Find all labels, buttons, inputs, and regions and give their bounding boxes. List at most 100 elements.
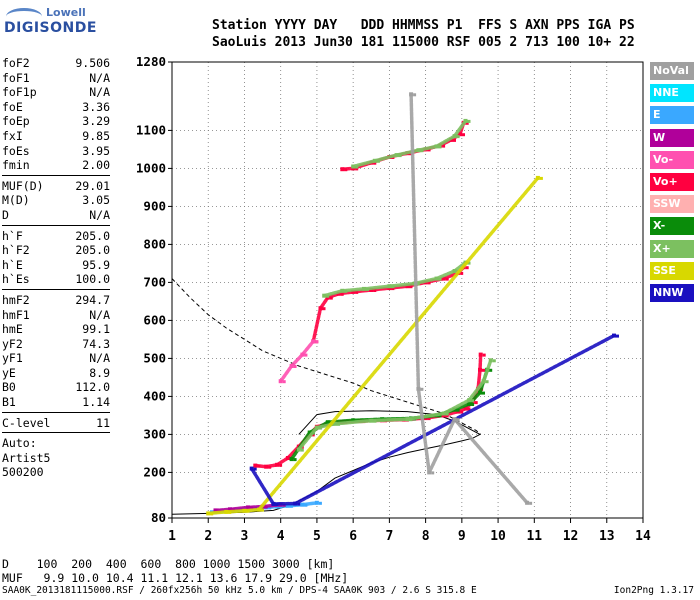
param-row: C-level 11 bbox=[2, 416, 110, 431]
y-tick-label: 200 bbox=[143, 464, 166, 479]
param-row: h`Es 100.0 bbox=[2, 272, 110, 287]
logo-digisonde: DIGISONDE bbox=[4, 20, 97, 36]
param-row: h`F2 205.0 bbox=[2, 243, 110, 258]
echo-point bbox=[471, 399, 475, 403]
x-tick-label: 1 bbox=[168, 529, 176, 544]
echo-trace bbox=[340, 121, 466, 171]
param-value: 100.0 bbox=[75, 272, 110, 287]
echo-trace bbox=[249, 333, 616, 506]
param-value: 205.0 bbox=[75, 228, 110, 243]
echo-point bbox=[539, 176, 543, 180]
legend-item-x-: X+ bbox=[650, 239, 694, 258]
y-tick-label: 700 bbox=[143, 274, 166, 289]
x-tick-label: 12 bbox=[563, 529, 579, 544]
param-value: 29.01 bbox=[75, 178, 110, 193]
legend: NoVal NNE E W Vo- Vo+ SSW X- X+ SSE NNW bbox=[650, 62, 694, 306]
echo-point bbox=[293, 458, 297, 462]
param-name: hmF1 bbox=[2, 307, 30, 322]
auto-scaling-info: 500200 bbox=[2, 465, 44, 480]
param-row: yF1 N/A bbox=[2, 351, 110, 366]
echo-point bbox=[482, 391, 485, 395]
param-row: B1 1.14 bbox=[2, 395, 110, 410]
echo-trace bbox=[206, 176, 540, 516]
echo-point bbox=[322, 307, 326, 311]
param-row: B0 112.0 bbox=[2, 380, 110, 395]
echo-point bbox=[465, 266, 469, 270]
echo-point bbox=[485, 380, 489, 384]
param-row: foF2 9.506 bbox=[2, 56, 110, 71]
param-value: 3.95 bbox=[82, 143, 110, 158]
echo-point bbox=[456, 408, 460, 412]
echo-trace bbox=[213, 502, 283, 513]
echo-point bbox=[492, 359, 496, 363]
y-tick-label: 600 bbox=[143, 312, 166, 327]
param-name: B0 bbox=[2, 380, 16, 395]
param-value: 3.36 bbox=[82, 99, 110, 114]
echo-point bbox=[456, 135, 460, 139]
legend-item-nne: NNE bbox=[650, 84, 694, 103]
param-row: hmF2 294.7 bbox=[2, 293, 110, 308]
header-values: SaoLuis 2013 Jun30 181 115000 RSF 005 2 … bbox=[212, 35, 635, 50]
param-name: MUF(D) bbox=[2, 178, 44, 193]
param-name: foF1 bbox=[2, 70, 30, 85]
echo-point bbox=[467, 407, 471, 411]
echo-point bbox=[467, 119, 471, 123]
param-name: hmE bbox=[2, 322, 23, 337]
param-separator bbox=[2, 411, 110, 413]
echo-trace bbox=[322, 260, 468, 298]
echo-trace bbox=[311, 265, 466, 344]
legend-item-vo-: Vo- bbox=[650, 150, 694, 169]
param-name: foEp bbox=[2, 114, 30, 129]
legend-item-vo-: Vo+ bbox=[650, 172, 694, 191]
param-row: h`E 95.9 bbox=[2, 258, 110, 273]
x-tick-label: 6 bbox=[349, 529, 357, 544]
param-value: 8.9 bbox=[89, 365, 110, 380]
y-tick-label: 1280 bbox=[136, 54, 166, 69]
legend-item-nnw: NNW bbox=[650, 283, 694, 302]
param-row: hmF1 N/A bbox=[2, 308, 110, 323]
legend-item-x-: X- bbox=[650, 217, 694, 236]
echo-trace bbox=[278, 339, 316, 383]
version-label: Ion2Png 1.3.17 bbox=[613, 585, 694, 596]
y-tick-label: 500 bbox=[143, 350, 166, 365]
legend-item-w: W bbox=[650, 128, 694, 147]
param-name: h`E bbox=[2, 257, 23, 272]
legend-item-sse: SSE bbox=[650, 261, 694, 280]
echo-point bbox=[282, 380, 286, 384]
legend-item-e: E bbox=[650, 106, 694, 125]
param-name: yF2 bbox=[2, 336, 23, 351]
param-row: yE 8.9 bbox=[2, 366, 110, 381]
param-value: 74.3 bbox=[82, 336, 110, 351]
param-name: yE bbox=[2, 365, 16, 380]
echo-point bbox=[474, 401, 478, 405]
param-value: 112.0 bbox=[75, 380, 110, 395]
logo-arc-icon bbox=[6, 8, 42, 25]
distance-row: D 100 200 400 600 800 1000 1500 3000 [km… bbox=[2, 557, 335, 571]
auto-scaling-info: Artist5 bbox=[2, 450, 51, 465]
echo-point bbox=[413, 93, 417, 97]
echo-point bbox=[431, 471, 435, 475]
echo-point bbox=[453, 138, 456, 142]
x-tick-label: 8 bbox=[422, 529, 430, 544]
auto-scaling-info: Auto: bbox=[2, 436, 37, 451]
param-value: 294.7 bbox=[75, 292, 110, 307]
param-value: 99.1 bbox=[82, 322, 110, 337]
param-value: N/A bbox=[89, 307, 110, 322]
echo-point bbox=[465, 121, 469, 125]
digisonde-logo: Lowell DIGISONDE bbox=[4, 6, 97, 40]
echo-point bbox=[318, 501, 322, 505]
param-name: fmin bbox=[2, 158, 30, 173]
param-row: h`F 205.0 bbox=[2, 229, 110, 244]
footer-info: SAA0K_2013181115000.RSF / 260fx256h 50 k… bbox=[2, 585, 477, 596]
param-value: 1.14 bbox=[82, 395, 110, 410]
param-name: h`F2 bbox=[2, 243, 30, 258]
echo-point bbox=[300, 448, 304, 452]
param-name: foF2 bbox=[2, 56, 30, 70]
param-row: foF1 N/A bbox=[2, 71, 110, 86]
param-value: N/A bbox=[89, 70, 110, 85]
echo-point bbox=[460, 271, 464, 275]
param-name: foF1p bbox=[2, 85, 37, 100]
param-row: fxI 9.85 bbox=[2, 129, 110, 144]
param-name: yF1 bbox=[2, 351, 23, 366]
echo-point bbox=[311, 433, 315, 437]
